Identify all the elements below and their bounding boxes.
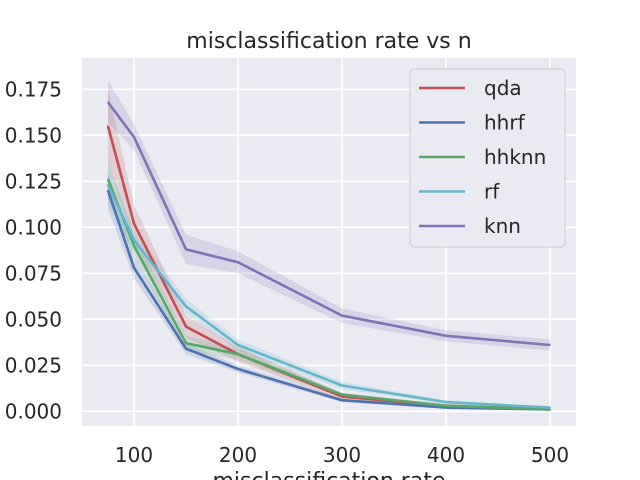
x-tick-label: 100 bbox=[115, 443, 153, 467]
point-hhrf bbox=[107, 189, 109, 192]
point-hhknn bbox=[445, 404, 447, 407]
point-hhrf bbox=[237, 368, 239, 370]
point-knn bbox=[445, 335, 447, 337]
point-rf bbox=[341, 384, 343, 387]
series-lines bbox=[106, 101, 551, 411]
confidence-bands bbox=[108, 80, 550, 412]
point-knn bbox=[549, 344, 551, 346]
y-tick-label: 0.100 bbox=[5, 215, 62, 239]
legend-label-knn: knn bbox=[484, 214, 521, 238]
point-qda bbox=[185, 325, 187, 328]
point-knn bbox=[107, 101, 109, 103]
point-hhrf bbox=[133, 266, 135, 269]
point-hhrf bbox=[341, 399, 343, 402]
point-hhknn bbox=[549, 408, 551, 411]
y-tick-label: 0.125 bbox=[5, 169, 62, 193]
point-qda bbox=[133, 222, 135, 225]
point-rf bbox=[107, 184, 109, 186]
x-axis-label: misclassification rate bbox=[213, 469, 446, 480]
point-knn bbox=[133, 136, 135, 138]
x-tick-label: 300 bbox=[323, 443, 361, 467]
point-qda bbox=[107, 125, 109, 127]
y-tick-label: 0.000 bbox=[5, 399, 62, 423]
y-tick-labels: 0.000 0.025 0.050 0.075 0.100 0.125 0.150 0.175 bbox=[5, 77, 62, 423]
y-tick-label: 0.050 bbox=[5, 307, 62, 331]
point-hhknn bbox=[133, 244, 135, 247]
x-tick-label: 400 bbox=[427, 443, 465, 467]
legend-label-hhrf: hhrf bbox=[484, 111, 526, 135]
point-knn bbox=[237, 261, 239, 264]
point-rf bbox=[237, 344, 239, 346]
x-tick-label: 200 bbox=[219, 443, 257, 467]
point-rf bbox=[185, 305, 187, 308]
chart-title: misclassification rate vs n bbox=[186, 29, 471, 54]
point-hhknn bbox=[185, 342, 187, 345]
legend-box bbox=[409, 68, 566, 248]
legend-label-rf: rf bbox=[484, 180, 500, 204]
legend: qda hhrf hhknn rf knn bbox=[409, 68, 566, 248]
y-tick-label: 0.175 bbox=[5, 77, 62, 101]
point-rf bbox=[549, 406, 551, 409]
x-tick-labels: 100 200 300 400 500 bbox=[115, 443, 569, 467]
point-rf bbox=[445, 401, 447, 403]
point-hhrf bbox=[445, 406, 447, 409]
band-hhknn bbox=[108, 161, 550, 411]
point-knn bbox=[341, 314, 343, 317]
point-qda bbox=[341, 395, 343, 398]
point-hhknn bbox=[107, 178, 109, 181]
point-hhknn bbox=[341, 393, 343, 396]
legend-label-qda: qda bbox=[484, 76, 522, 100]
legend-label-hhknn: hhknn bbox=[484, 145, 546, 169]
point-hhrf bbox=[185, 347, 187, 350]
y-tick-label: 0.150 bbox=[5, 123, 62, 147]
y-tick-label: 0.075 bbox=[5, 261, 62, 285]
x-tick-label: 500 bbox=[531, 443, 569, 467]
point-rf bbox=[133, 239, 135, 241]
y-tick-label: 0.025 bbox=[5, 353, 62, 377]
point-hhknn bbox=[237, 353, 239, 356]
point-knn bbox=[185, 248, 187, 251]
